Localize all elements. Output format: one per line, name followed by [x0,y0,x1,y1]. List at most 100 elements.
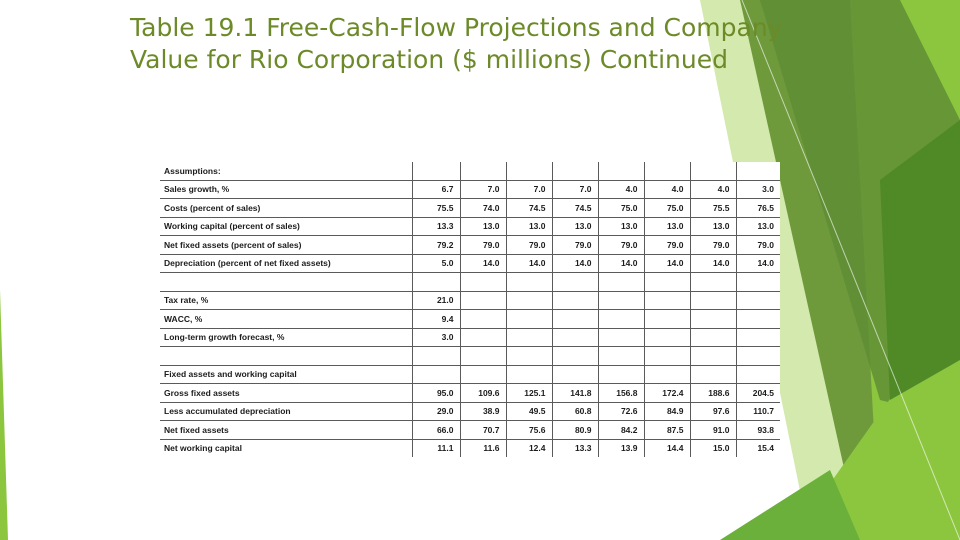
value-cell: 141.8 [551,383,598,403]
empty-cell [411,272,460,292]
value-cell: 11.6 [459,439,506,457]
row-label: Net fixed assets (percent of sales) [160,235,412,255]
empty-cell [643,365,690,384]
value-cell: 79.0 [597,235,644,255]
table-row: Net fixed assets 66.0 70.7 75.6 80.9 84.2 87.5… [160,420,780,440]
table-row: Depreciation (percent of net fixed asset… [160,254,780,273]
blank-row [160,346,780,366]
value-cell: 15.0 [689,439,736,457]
value-cell: 79.0 [551,235,598,255]
fixed-assets-header-row: Fixed assets and working capital [160,365,780,384]
row-label: Gross fixed assets [160,383,412,403]
empty-cell [551,291,598,310]
empty-cell [459,272,506,292]
empty-cell [505,272,552,292]
table-row: Working capital (percent of sales) 13.3 13… [160,217,780,236]
empty-cell [505,309,552,329]
slide-title-line-2: Value for Rio Corporation ($ millions) C… [130,45,728,74]
empty-cell [597,365,644,384]
empty-cell [459,291,506,310]
empty-cell [735,291,780,310]
value-cell: 13.0 [597,217,644,236]
value-cell: 80.9 [551,420,598,440]
empty-cell [411,162,460,181]
empty-cell [689,346,736,366]
empty-cell [643,291,690,310]
value-cell: 66.0 [411,420,460,440]
value-cell: 172.4 [643,383,690,403]
value-cell: 93.8 [735,420,780,440]
empty-cell [459,365,506,384]
empty-cell [689,272,736,292]
empty-cell [735,346,780,366]
value-cell: 14.0 [459,254,506,273]
slide-title: Table 19.1 Free-Cash-Flow Projections an… [130,12,782,76]
empty-cell [459,162,506,181]
table-row: Long-term growth forecast, % 3.0 [160,328,780,347]
value-cell: 95.0 [411,383,460,403]
table-row: Costs (percent of sales) 75.5 74.0 74.5 74.5… [160,198,780,218]
empty-cell [597,309,644,329]
value-cell: 76.5 [735,198,780,218]
empty-cell [643,272,690,292]
table-row: Less accumulated depreciation 29.0 38.9 49.… [160,402,780,421]
empty-cell [689,365,736,384]
empty-cell [411,365,460,384]
empty-cell [689,291,736,310]
row-label: Working capital (percent of sales) [160,217,412,236]
empty-cell [735,162,780,181]
row-label: WACC, % [160,309,412,329]
value-cell: 75.0 [643,198,690,218]
empty-cell [643,309,690,329]
section-header-label: Fixed assets and working capital [160,365,412,384]
value-cell: 188.6 [689,383,736,403]
value-cell: 13.3 [411,217,460,236]
value-cell: 13.9 [597,439,644,457]
value-cell: 13.0 [551,217,598,236]
value-cell: 204.5 [735,383,780,403]
row-label: Costs (percent of sales) [160,198,412,218]
empty-cell [505,162,552,181]
value-cell: 4.0 [643,180,690,199]
value-cell: 125.1 [505,383,552,403]
empty-cell [551,365,598,384]
table-row: Gross fixed assets 95.0 109.6 125.1 141.8 156… [160,383,780,403]
value-cell: 29.0 [411,402,460,421]
value-cell: 14.0 [551,254,598,273]
value-cell: 14.0 [643,254,690,273]
value-cell: 84.2 [597,420,644,440]
empty-cell [459,309,506,329]
value-cell: 15.4 [735,439,780,457]
value-cell: 97.6 [689,402,736,421]
empty-cell [459,328,506,347]
value-cell: 6.7 [411,180,460,199]
empty-cell [735,272,780,292]
empty-cell [597,162,644,181]
empty-cell [505,365,552,384]
value-cell: 79.0 [735,235,780,255]
value-cell: 110.7 [735,402,780,421]
value-cell: 14.0 [505,254,552,273]
value-cell: 87.5 [643,420,690,440]
table-row: Net fixed assets (percent of sales) 79.2 7… [160,235,780,255]
empty-cell [160,272,412,292]
value-cell: 79.0 [505,235,552,255]
table-row: WACC, % 9.4 [160,309,780,329]
empty-cell [597,291,644,310]
value-cell: 12.4 [505,439,552,457]
value-cell: 21.0 [411,291,460,310]
value-cell: 14.0 [689,254,736,273]
value-cell: 4.0 [597,180,644,199]
value-cell: 4.0 [689,180,736,199]
empty-cell [459,346,506,366]
value-cell: 13.0 [643,217,690,236]
value-cell: 156.8 [597,383,644,403]
value-cell: 91.0 [689,420,736,440]
value-cell: 74.5 [505,198,552,218]
empty-cell [689,309,736,329]
empty-cell [551,328,598,347]
value-cell: 75.5 [689,198,736,218]
value-cell: 14.4 [643,439,690,457]
empty-cell [643,346,690,366]
